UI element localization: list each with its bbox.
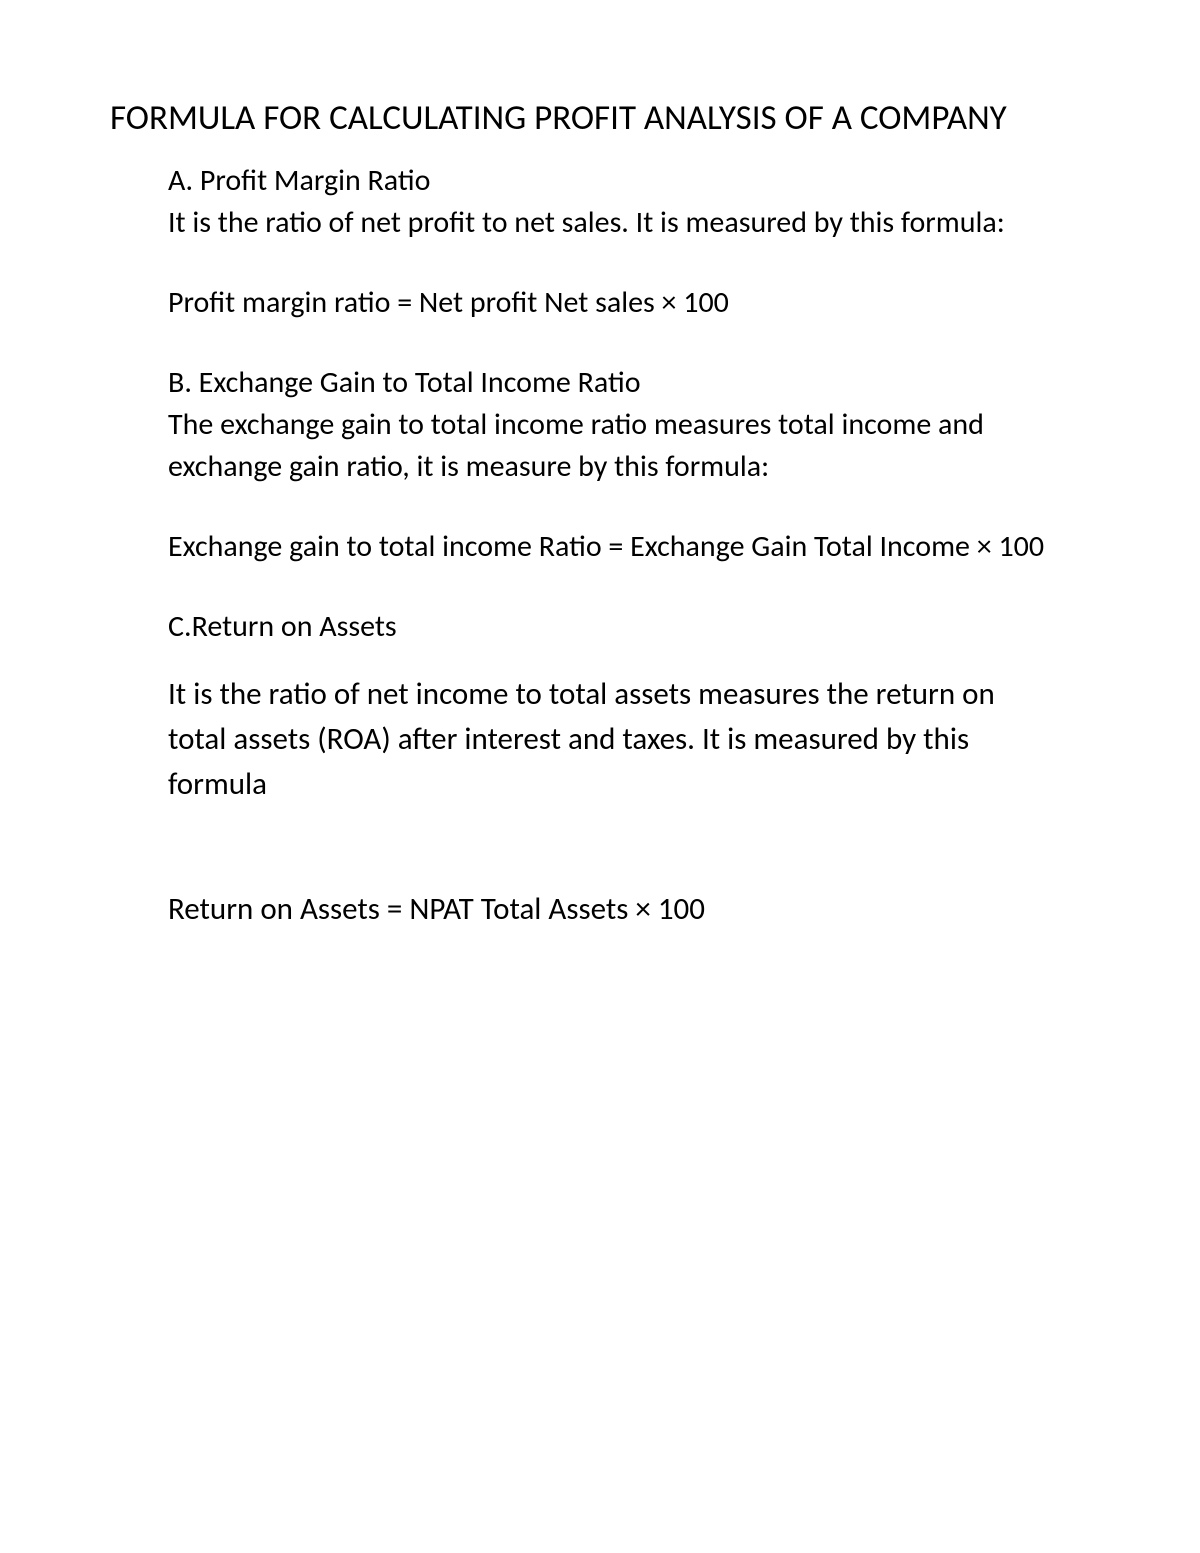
section-b-heading: B. Exchange Gain to Total Income Ratio bbox=[168, 362, 1090, 404]
section-c-description: It is the ratio of net income to total a… bbox=[110, 672, 1090, 807]
section-c-heading: C.Return on Assets bbox=[168, 606, 1090, 648]
section-b: B. Exchange Gain to Total Income Ratio T… bbox=[110, 362, 1090, 568]
section-c-formula: Return on Assets = NPAT Total Assets × 1… bbox=[110, 887, 1090, 932]
section-a: A. Profit Margin Ratio It is the ratio o… bbox=[110, 160, 1090, 324]
section-c: C.Return on Assets bbox=[110, 606, 1090, 648]
section-a-formula: Profit margin ratio = Net profit Net sal… bbox=[168, 282, 1090, 324]
section-b-description: The exchange gain to total income ratio … bbox=[168, 404, 1090, 488]
document-title: FORMULA FOR CALCULATING PROFIT ANALYSIS … bbox=[110, 95, 1090, 142]
section-a-description: It is the ratio of net profit to net sal… bbox=[168, 202, 1090, 244]
section-b-formula: Exchange gain to total income Ratio = Ex… bbox=[168, 526, 1090, 568]
section-a-heading: A. Profit Margin Ratio bbox=[168, 160, 1090, 202]
